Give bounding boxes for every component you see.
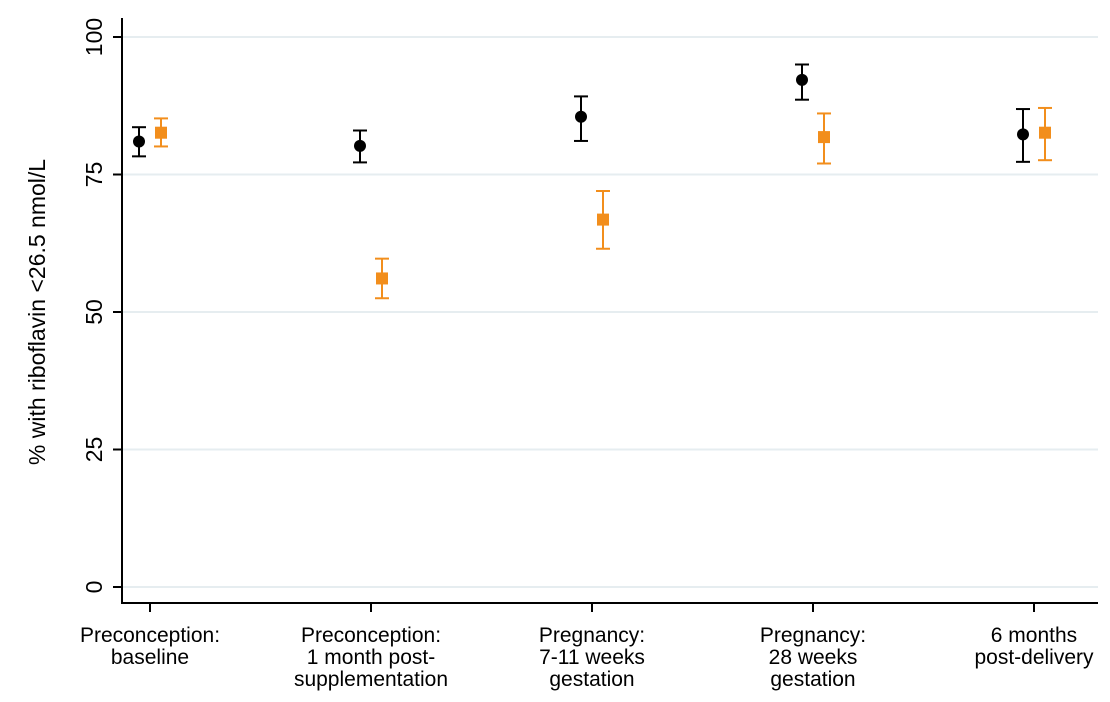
data-point — [818, 131, 830, 144]
x-tick-label: 6 months post-delivery — [974, 624, 1094, 669]
x-ticks: Preconception: baseline Preconception: 1 mo… — [80, 603, 1094, 691]
data-point-group — [375, 257, 389, 300]
data-point — [354, 139, 366, 152]
data-point-group — [132, 126, 146, 158]
y-tick-label: 25 — [81, 437, 107, 463]
data-marks — [132, 63, 1052, 300]
data-point — [575, 110, 587, 123]
data-point — [597, 213, 609, 226]
data-point-group — [1038, 106, 1052, 162]
y-tick-label: 0 — [81, 581, 107, 594]
data-point — [155, 126, 167, 139]
y-tick-label: 50 — [81, 299, 107, 325]
data-point — [376, 272, 388, 285]
gridlines — [123, 36, 1098, 588]
data-point-group — [1016, 108, 1030, 163]
data-point — [1039, 126, 1051, 139]
data-point-group — [596, 190, 610, 250]
data-point — [1017, 128, 1029, 141]
y-tick-label: 75 — [81, 162, 107, 188]
data-point-group — [817, 112, 831, 165]
x-tick-label: Pregnancy: 7-11 weeks gestation — [539, 624, 645, 691]
data-point-group — [574, 95, 588, 142]
data-point-group — [795, 63, 809, 101]
data-point — [133, 135, 145, 148]
data-point-group — [154, 117, 168, 148]
y-ticks: 0 25 50 75 100 — [81, 18, 122, 594]
y-tick-label: 100 — [81, 18, 107, 56]
data-point-group — [353, 129, 367, 164]
x-tick-label: Preconception: baseline — [80, 624, 220, 669]
x-tick-label: Pregnancy: 28 weeks gestation — [760, 624, 866, 691]
y-axis-title: % with riboflavin <26.5 nmol/L — [24, 159, 50, 465]
x-tick-label: Preconception: 1 month post-supplementati… — [294, 624, 448, 691]
data-point — [796, 73, 808, 86]
